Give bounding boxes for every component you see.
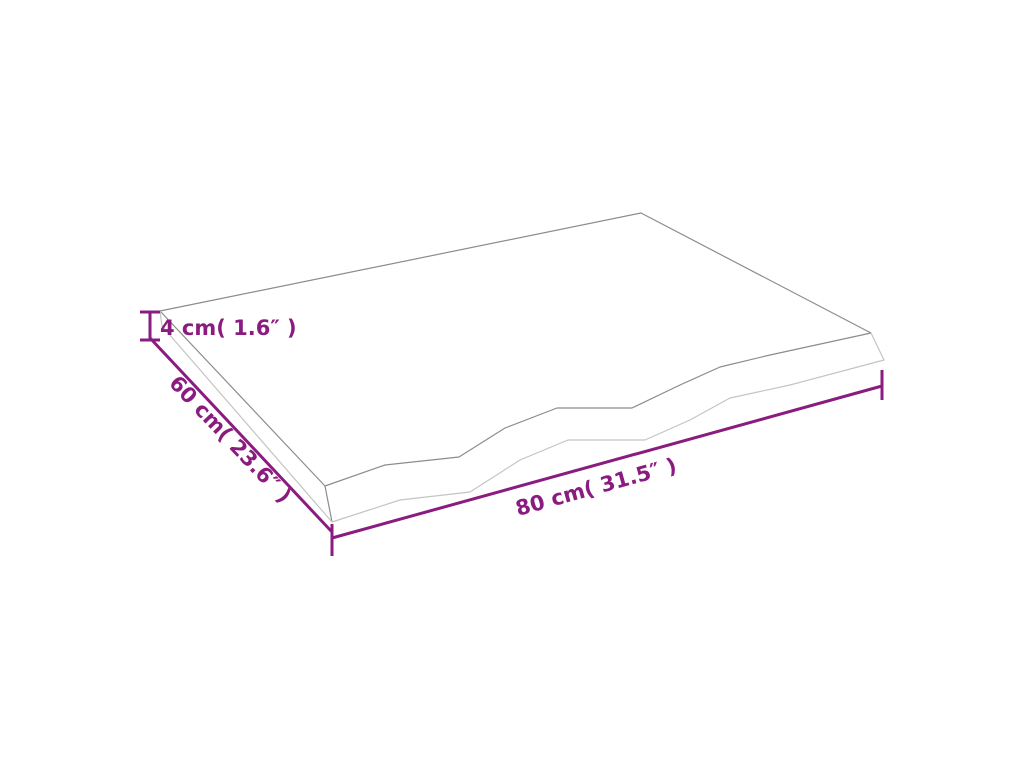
dimension-lines [140, 310, 884, 556]
board-top-face-front-edge [324, 332, 872, 523]
board-outline [159, 212, 885, 523]
board-front-bottom-edge [331, 332, 885, 523]
depth-dimension-line [148, 336, 334, 534]
width-dimension-line [331, 384, 883, 540]
board-left-bottom-edge [159, 310, 333, 523]
board-top-face-back-edges [159, 212, 872, 487]
depth-label: 60 cm( 23.6″ ) [164, 371, 296, 508]
height-label: 4 cm( 1.6″ ) [160, 316, 297, 340]
